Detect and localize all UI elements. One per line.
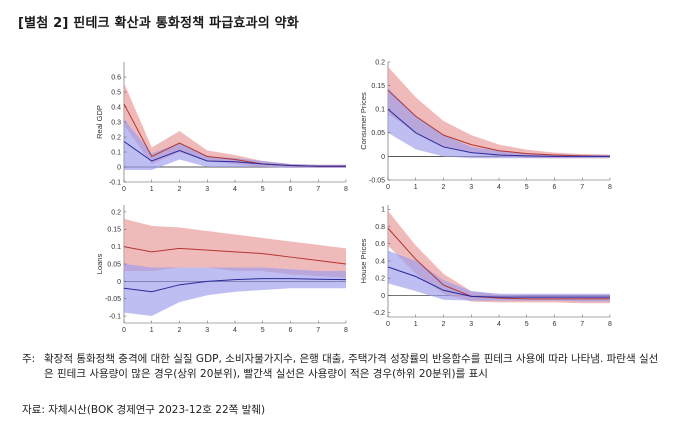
x-tick-label: 6 bbox=[289, 327, 293, 334]
footnote-prefix: 주: bbox=[22, 353, 36, 365]
x-tick-label: 8 bbox=[344, 186, 348, 193]
x-tick-label: 0 bbox=[122, 327, 126, 334]
y-tick-label: 0.2 bbox=[375, 276, 385, 283]
y-tick-label: 0.4 bbox=[375, 258, 385, 265]
x-tick-label: 4 bbox=[233, 327, 237, 334]
x-tick-label: 6 bbox=[289, 186, 293, 193]
red-response-line bbox=[387, 89, 611, 157]
x-tick-label: 8 bbox=[608, 184, 612, 191]
blue-confidence-band bbox=[124, 119, 346, 170]
y-tick-label: 0.2 bbox=[375, 59, 385, 66]
y-tick-label: 0 bbox=[381, 293, 385, 300]
y-tick-label: 1 bbox=[381, 207, 385, 214]
x-tick-label: 1 bbox=[150, 327, 154, 334]
blue-confidence-band bbox=[388, 87, 610, 159]
blue-response-line bbox=[387, 266, 610, 298]
y-tick-label: -0.1 bbox=[109, 313, 121, 320]
y-tick-label: 0.05 bbox=[107, 261, 121, 268]
x-tick-label: 4 bbox=[497, 184, 501, 191]
y-tick-label: 0.15 bbox=[371, 83, 385, 90]
x-tick-label: 5 bbox=[261, 186, 265, 193]
x-tick-label: 5 bbox=[261, 327, 265, 334]
x-tick-label: 5 bbox=[525, 321, 529, 328]
blue-confidence-band bbox=[388, 250, 610, 302]
x-tick-label: 5 bbox=[525, 184, 529, 191]
x-tick-label: 8 bbox=[344, 327, 348, 334]
figure-title: [별첨 2] 핀테크 확산과 통화정책 파급효과의 약화 bbox=[18, 16, 299, 31]
y-tick-label: 0.1 bbox=[375, 107, 385, 114]
red-response-line bbox=[387, 227, 610, 300]
y-tick-label: 0.6 bbox=[375, 241, 385, 248]
y-tick-label: 0 bbox=[117, 279, 121, 286]
y-tick-label: 0.15 bbox=[107, 227, 121, 234]
y-tick-label: 0.5 bbox=[111, 89, 121, 96]
x-tick-label: 1 bbox=[150, 186, 154, 193]
y-tick-label: -0.05 bbox=[105, 296, 121, 303]
y-tick-label: 0.1 bbox=[111, 149, 121, 156]
x-tick-label: 2 bbox=[178, 186, 182, 193]
y-axis-label: House Prices bbox=[359, 238, 368, 283]
x-tick-label: 7 bbox=[316, 186, 320, 193]
y-tick-label: 0.4 bbox=[111, 104, 121, 111]
red-confidence-band bbox=[124, 218, 346, 278]
blue-confidence-band bbox=[124, 264, 346, 317]
x-tick-label: 7 bbox=[580, 321, 584, 328]
y-tick-label: 0 bbox=[117, 164, 121, 171]
x-tick-label: 1 bbox=[414, 321, 418, 328]
x-tick-label: 0 bbox=[386, 321, 390, 328]
x-tick-label: 8 bbox=[608, 321, 612, 328]
x-tick-label: 4 bbox=[233, 186, 237, 193]
footnote: 주: 확장적 통화정책 충격에 대한 실질 GDP, 소비자물가지수, 은행 대… bbox=[22, 352, 662, 382]
y-tick-label: 0.3 bbox=[111, 119, 121, 126]
source-line: 자료: 자체시산(BOK 경제연구 2023-12호 22쪽 발췌) bbox=[22, 404, 266, 416]
x-tick-label: 3 bbox=[469, 184, 473, 191]
y-tick-label: 0.6 bbox=[111, 74, 121, 81]
x-tick-label: 6 bbox=[553, 184, 557, 191]
y-tick-label: -0.1 bbox=[109, 179, 121, 186]
y-tick-label: 0.8 bbox=[375, 224, 385, 231]
x-tick-label: 7 bbox=[580, 184, 584, 191]
blue-response-line bbox=[387, 108, 610, 157]
panel-loans: 0 1 2 3 4 5 6 7 8 -0.1 -0.05 0 0.05 0.1 0.15 0.2 Loans bbox=[95, 205, 348, 334]
x-tick-label: 3 bbox=[205, 186, 209, 193]
x-tick-label: 3 bbox=[205, 327, 209, 334]
y-tick-label: 0.2 bbox=[111, 134, 121, 141]
x-tick-label: 2 bbox=[178, 327, 182, 334]
y-tick-label: 0.05 bbox=[371, 130, 385, 137]
x-tick-label: 2 bbox=[442, 321, 446, 328]
x-tick-label: 2 bbox=[442, 184, 446, 191]
blue-response-line bbox=[123, 141, 346, 167]
footnote-text: 확장적 통화정책 충격에 대한 실질 GDP, 소비자물가지수, 은행 대출, … bbox=[44, 353, 659, 380]
y-axis-label: Consumer Prices bbox=[359, 92, 368, 150]
x-tick-label: 7 bbox=[316, 327, 320, 334]
y-axis-label: Loans bbox=[95, 254, 104, 275]
y-tick-label: -0.2 bbox=[373, 310, 385, 317]
blue-response-line bbox=[123, 278, 347, 293]
x-tick-label: 6 bbox=[553, 321, 557, 328]
y-tick-label: 0 bbox=[381, 154, 385, 161]
y-axis-label: Real GDP bbox=[95, 105, 104, 139]
y-tick-label: -0.05 bbox=[369, 177, 385, 184]
y-tick-label: 0.2 bbox=[111, 209, 121, 216]
x-tick-label: 3 bbox=[469, 321, 473, 328]
x-tick-label: 0 bbox=[386, 184, 390, 191]
x-tick-label: 4 bbox=[497, 321, 501, 328]
x-tick-label: 1 bbox=[414, 184, 418, 191]
red-response-line bbox=[123, 246, 347, 265]
x-tick-label: 0 bbox=[122, 186, 126, 193]
y-tick-label: 0.1 bbox=[111, 244, 121, 251]
